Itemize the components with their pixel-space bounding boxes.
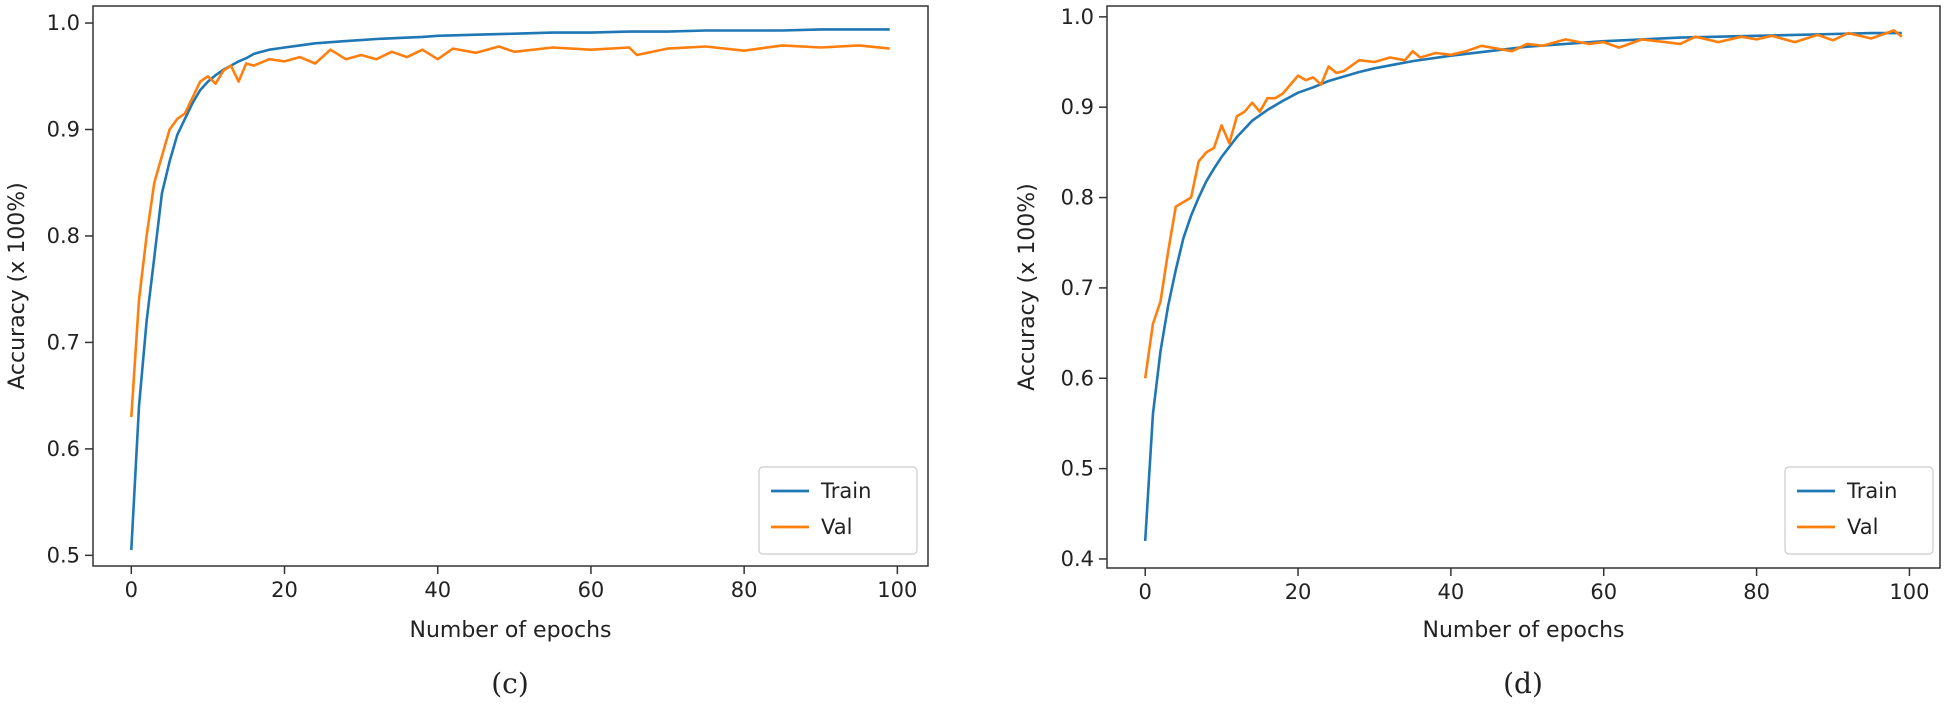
y-tick-label-c-0.6: 0.6: [47, 437, 80, 461]
y-tick-label-c-0.7: 0.7: [47, 330, 80, 354]
x-tick-label-d-60: 60: [1590, 580, 1617, 604]
x-tick-label-c-100: 100: [877, 578, 917, 602]
y-axis-label-c: Accuracy (x 100%): [5, 182, 30, 390]
legend-box-d: [1784, 466, 1934, 555]
x-tick-label-c-20: 20: [271, 578, 298, 602]
panel-caption-c: (c): [491, 667, 529, 700]
x-tick-label-c-40: 40: [424, 578, 451, 602]
x-tick-label-c-60: 60: [578, 578, 605, 602]
y-tick-label-c-0.5: 0.5: [47, 543, 80, 567]
x-tick-label-d-100: 100: [1889, 580, 1929, 604]
legend-label-d-val: Val: [1847, 515, 1878, 539]
y-axis-label-d: Accuracy (x 100%): [1015, 183, 1040, 391]
series-line-c-train: [130, 28, 890, 551]
panel-caption-d: (d): [1503, 667, 1543, 700]
y-tick-label-c-1.0: 1.0: [47, 11, 80, 35]
x-tick-label-c-80: 80: [731, 578, 758, 602]
x-tick-label-d-0: 0: [1139, 580, 1152, 604]
legend-box-c: [758, 466, 918, 555]
x-tick-label-d-80: 80: [1743, 580, 1770, 604]
legend-label-c-val: Val: [821, 515, 852, 539]
y-tick-label-d-0.6: 0.6: [1061, 366, 1094, 390]
y-tick-label-d-0.4: 0.4: [1061, 547, 1094, 571]
plot-frame-d: [1106, 5, 1941, 569]
chart-panel-d: 0 20 40 60 80 100 0.4 0.5 0.6 0.7 0.8 0.9 1.0 Number …: [1015, 5, 1941, 700]
x-axis-label-c: Number of epochs: [409, 618, 611, 643]
legend-label-d-train: Train: [1846, 479, 1897, 503]
x-axis-label-d: Number of epochs: [1422, 618, 1624, 643]
y-tick-label-d-0.5: 0.5: [1061, 457, 1094, 481]
x-tick-label-c-0: 0: [125, 578, 138, 602]
x-tick-label-d-20: 20: [1285, 580, 1312, 604]
y-tick-label-c-0.9: 0.9: [47, 117, 80, 141]
y-tick-label-d-0.9: 0.9: [1061, 95, 1094, 119]
y-tick-label-c-0.8: 0.8: [47, 224, 80, 248]
chart-panel-c: 0 20 40 60 80 100 0.5 0.6 0.7 0.8 0.9 1.0 Number of …: [5, 5, 929, 700]
series-line-c-val: [130, 44, 890, 418]
x-tick-label-d-40: 40: [1438, 580, 1465, 604]
y-tick-label-d-1.0: 1.0: [1061, 5, 1094, 29]
y-tick-label-d-0.8: 0.8: [1061, 186, 1094, 210]
y-tick-label-d-0.7: 0.7: [1061, 276, 1094, 300]
legend-label-c-train: Train: [820, 479, 871, 503]
plot-frame-c: [92, 5, 929, 567]
series-line-d-val: [1143, 29, 1903, 379]
